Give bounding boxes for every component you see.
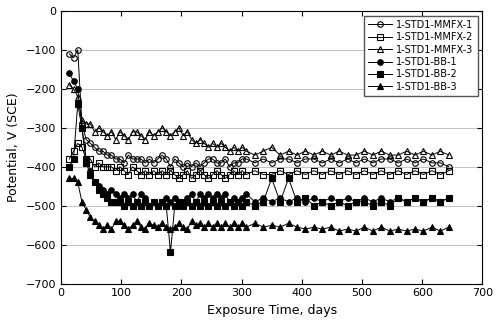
1-STD1-MMFX-2: [412, 169, 418, 173]
Legend: 1-STD1-MMFX-1, 1-STD1-MMFX-2, 1-STD1-MMFX-3, 1-STD1-BB-1, 1-STD1-BB-2, 1-STD1-BB: 1-STD1-MMFX-1, 1-STD1-MMFX-2, 1-STD1-MMF…: [364, 16, 478, 96]
1-STD1-MMFX-3: [180, 134, 186, 138]
1-STD1-BB-2: [66, 165, 72, 169]
1-STD1-MMFX-1: [201, 161, 207, 165]
1-STD1-MMFX-1: [446, 165, 452, 169]
1-STD1-BB-3: [100, 227, 106, 231]
1-STD1-MMFX-2: [201, 173, 207, 177]
1-STD1-BB-2: [188, 204, 194, 208]
X-axis label: Exposure Time, days: Exposure Time, days: [206, 304, 336, 317]
1-STD1-BB-3: [66, 177, 72, 180]
1-STD1-BB-3: [193, 223, 199, 227]
Line: 1-STD1-MMFX-1: 1-STD1-MMFX-1: [66, 47, 452, 169]
1-STD1-MMFX-3: [320, 149, 326, 153]
1-STD1-BB-3: [446, 225, 452, 229]
1-STD1-MMFX-1: [74, 48, 80, 52]
1-STD1-MMFX-3: [66, 83, 72, 87]
1-STD1-BB-1: [412, 196, 418, 200]
1-STD1-MMFX-1: [104, 153, 110, 157]
1-STD1-MMFX-3: [252, 153, 258, 157]
1-STD1-BB-2: [201, 200, 207, 204]
1-STD1-BB-2: [328, 204, 334, 208]
1-STD1-MMFX-2: [188, 177, 194, 180]
1-STD1-BB-2: [412, 196, 418, 200]
1-STD1-BB-3: [412, 227, 418, 231]
1-STD1-BB-2: [74, 102, 80, 106]
1-STD1-BB-1: [184, 196, 190, 200]
1-STD1-BB-1: [108, 188, 114, 192]
1-STD1-MMFX-3: [108, 130, 114, 134]
1-STD1-MMFX-2: [176, 177, 182, 180]
1-STD1-BB-1: [446, 196, 452, 200]
1-STD1-MMFX-2: [328, 169, 334, 173]
Line: 1-STD1-BB-1: 1-STD1-BB-1: [66, 71, 452, 209]
1-STD1-BB-3: [311, 225, 317, 229]
1-STD1-MMFX-3: [412, 153, 418, 157]
1-STD1-BB-2: [168, 250, 173, 254]
1-STD1-MMFX-2: [66, 157, 72, 161]
Line: 1-STD1-BB-3: 1-STD1-BB-3: [66, 176, 452, 234]
1-STD1-MMFX-1: [412, 161, 418, 165]
Line: 1-STD1-MMFX-2: 1-STD1-MMFX-2: [66, 141, 452, 181]
1-STD1-BB-1: [100, 188, 106, 192]
1-STD1-MMFX-3: [193, 142, 199, 145]
1-STD1-BB-1: [146, 204, 152, 208]
1-STD1-MMFX-3: [100, 130, 106, 134]
1-STD1-MMFX-1: [328, 157, 334, 161]
1-STD1-MMFX-1: [92, 145, 98, 149]
1-STD1-BB-3: [180, 225, 186, 229]
Y-axis label: Potential, V (SCE): Potential, V (SCE): [7, 92, 20, 202]
1-STD1-BB-2: [446, 196, 452, 200]
1-STD1-BB-1: [66, 71, 72, 75]
Line: 1-STD1-MMFX-3: 1-STD1-MMFX-3: [66, 82, 452, 158]
1-STD1-MMFX-2: [104, 165, 110, 169]
1-STD1-BB-3: [108, 227, 114, 231]
1-STD1-MMFX-1: [188, 165, 194, 169]
1-STD1-MMFX-3: [446, 153, 452, 157]
1-STD1-MMFX-1: [168, 165, 173, 169]
1-STD1-BB-1: [197, 192, 203, 196]
1-STD1-BB-3: [336, 229, 342, 233]
1-STD1-MMFX-2: [446, 169, 452, 173]
1-STD1-MMFX-2: [92, 165, 98, 169]
Line: 1-STD1-BB-2: 1-STD1-BB-2: [66, 102, 452, 255]
1-STD1-BB-2: [92, 180, 98, 184]
1-STD1-MMFX-1: [66, 52, 72, 56]
1-STD1-BB-1: [320, 200, 326, 204]
1-STD1-MMFX-2: [74, 142, 80, 145]
1-STD1-BB-2: [104, 196, 110, 200]
